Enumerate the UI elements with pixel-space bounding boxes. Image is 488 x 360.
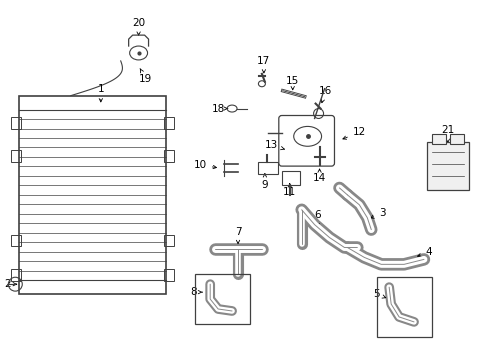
Bar — [11, 235, 21, 247]
Text: 4: 4 — [417, 247, 431, 257]
Bar — [164, 235, 174, 247]
Text: 8: 8 — [190, 287, 202, 297]
Bar — [164, 269, 174, 281]
Bar — [19, 96, 166, 294]
Text: 14: 14 — [312, 169, 325, 183]
Text: 2: 2 — [4, 279, 17, 289]
Bar — [164, 150, 174, 162]
Text: 3: 3 — [370, 208, 385, 218]
Text: 13: 13 — [264, 140, 284, 150]
Text: 11: 11 — [283, 184, 296, 197]
Text: 19: 19 — [139, 68, 152, 84]
Bar — [431, 134, 445, 144]
Bar — [11, 117, 21, 129]
Bar — [11, 150, 21, 162]
Text: 10: 10 — [193, 160, 216, 170]
Bar — [11, 269, 21, 281]
Text: 6: 6 — [314, 210, 320, 227]
Bar — [376, 277, 431, 337]
Text: 5: 5 — [372, 289, 385, 299]
Text: 15: 15 — [285, 76, 299, 90]
Text: 21: 21 — [440, 125, 453, 142]
Text: 16: 16 — [318, 86, 331, 103]
Text: 20: 20 — [132, 18, 145, 35]
Text: 18: 18 — [211, 104, 227, 113]
Text: 17: 17 — [257, 56, 270, 73]
Bar — [164, 117, 174, 129]
Text: 12: 12 — [342, 127, 365, 139]
Bar — [257, 162, 277, 174]
Bar — [281, 171, 299, 185]
Bar — [449, 134, 463, 144]
Bar — [426, 142, 468, 190]
Text: 1: 1 — [97, 84, 104, 102]
Bar — [195, 274, 249, 324]
Text: 9: 9 — [261, 174, 267, 190]
Text: 7: 7 — [234, 226, 241, 244]
